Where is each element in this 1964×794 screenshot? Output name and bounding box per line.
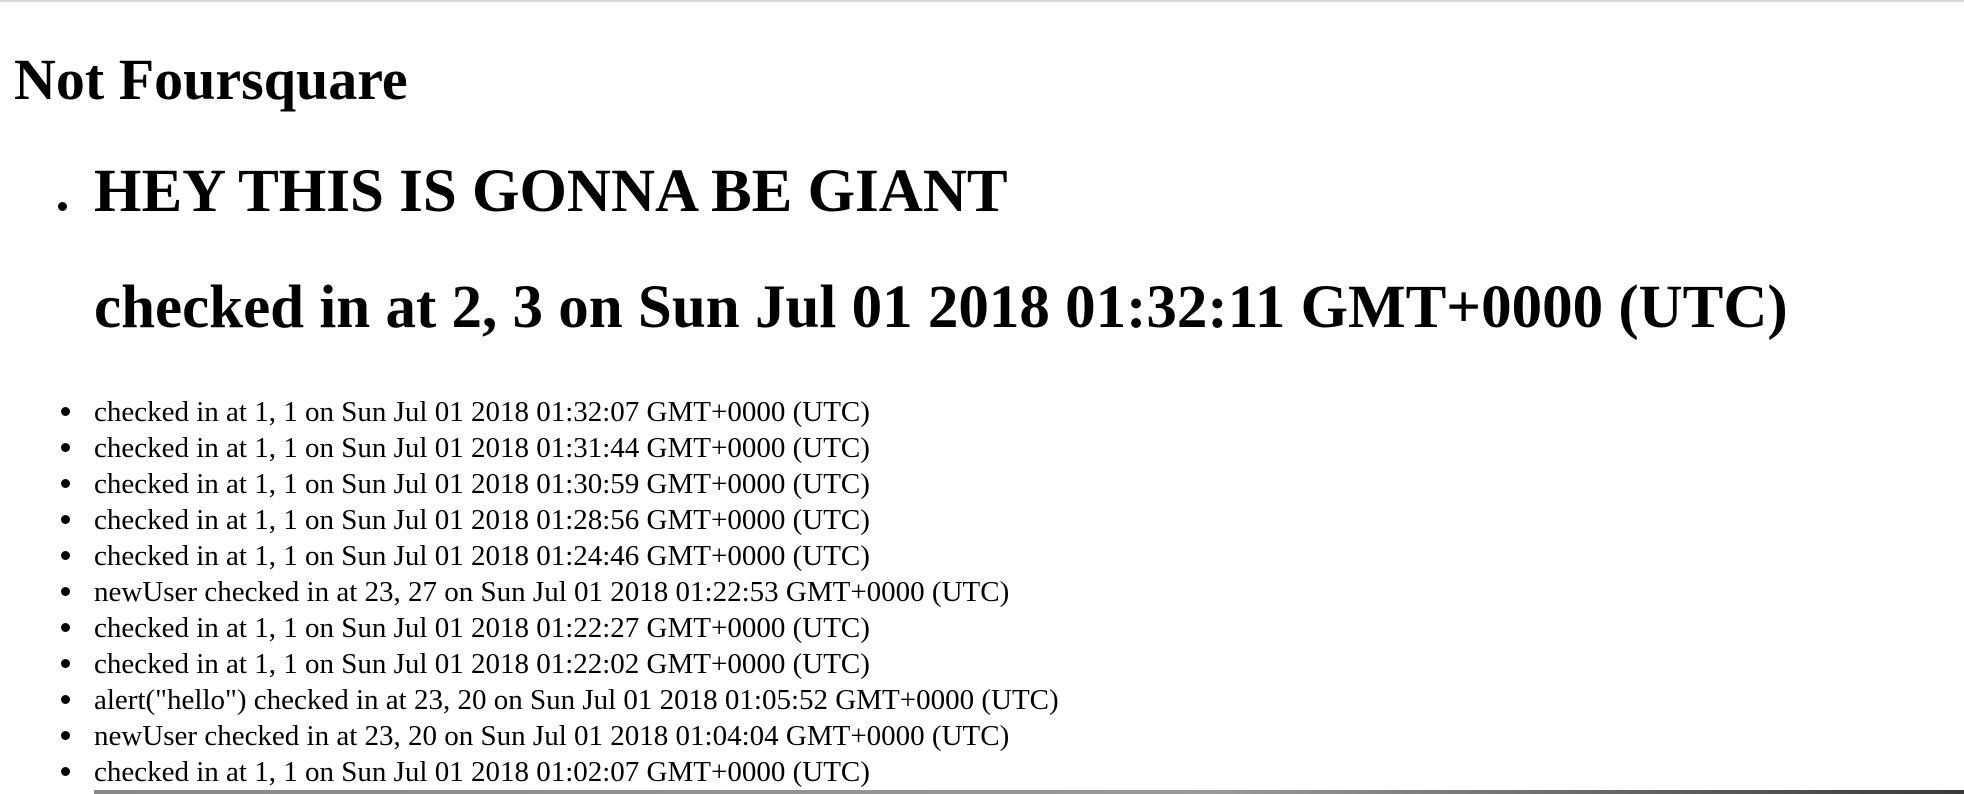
checkin-list-item: checked in at 1, 1 on Sun Jul 01 2018 01… — [0, 466, 1059, 502]
featured-heading: HEY THIS IS GONNA BE GIANT — [94, 158, 1008, 225]
checkin-text: checked in at 1, 1 on Sun Jul 01 2018 01… — [94, 468, 870, 500]
featured-checkin-text: checked in at 2, 3 on Sun Jul 01 2018 01… — [94, 274, 1788, 341]
bullet-icon — [61, 659, 70, 668]
checkin-list-item: checked in at 1, 1 on Sun Jul 01 2018 01… — [0, 394, 1059, 430]
bullet-icon — [61, 551, 70, 560]
checkin-list-item: newUser checked in at 23, 27 on Sun Jul … — [0, 574, 1059, 610]
checkin-text: checked in at 1, 1 on Sun Jul 01 2018 01… — [94, 396, 870, 428]
checkin-text: newUser checked in at 23, 27 on Sun Jul … — [94, 576, 1010, 608]
featured-checkin-list: HEY THIS IS GONNA BE GIANT checked in at… — [0, 156, 1788, 344]
bullet-icon — [61, 695, 70, 704]
bullet-icon — [61, 443, 70, 452]
bullet-icon — [61, 767, 70, 776]
bullet-icon — [58, 202, 67, 211]
checkin-list-item: checked in at 1, 1 on Sun Jul 01 2018 01… — [0, 538, 1059, 574]
bullet-icon — [61, 587, 70, 596]
checkin-text: checked in at 1, 1 on Sun Jul 01 2018 01… — [94, 756, 870, 788]
checkin-text: checked in at 1, 1 on Sun Jul 01 2018 01… — [94, 540, 870, 572]
top-border — [0, 0, 1964, 2]
checkin-text: alert("hello") checked in at 23, 20 on S… — [94, 684, 1059, 716]
checkin-text: newUser checked in at 23, 20 on Sun Jul … — [94, 720, 1010, 752]
bullet-icon — [61, 623, 70, 632]
checkin-list-item: checked in at 1, 1 on Sun Jul 01 2018 01… — [0, 610, 1059, 646]
checkin-list-item: checked in at 1, 1 on Sun Jul 01 2018 01… — [0, 502, 1059, 538]
page-title: Not Foursquare — [14, 47, 408, 112]
checkin-list-item: checked in at 1, 1 on Sun Jul 01 2018 01… — [0, 430, 1059, 466]
checkin-text: checked in at 1, 1 on Sun Jul 01 2018 01… — [94, 612, 870, 644]
checkin-list-item: checked in at 1, 1 on Sun Jul 01 2018 01… — [0, 754, 1059, 790]
featured-checkin-item: HEY THIS IS GONNA BE GIANT checked in at… — [0, 156, 1788, 344]
bottom-scroll-edge — [94, 790, 1964, 794]
bullet-icon — [61, 515, 70, 524]
checkin-text: checked in at 1, 1 on Sun Jul 01 2018 01… — [94, 432, 870, 464]
bullet-icon — [61, 407, 70, 416]
checkin-list: checked in at 1, 1 on Sun Jul 01 2018 01… — [0, 394, 1059, 790]
checkin-list-item: alert("hello") checked in at 23, 20 on S… — [0, 682, 1059, 718]
checkin-list-item: newUser checked in at 23, 20 on Sun Jul … — [0, 718, 1059, 754]
checkin-text: checked in at 1, 1 on Sun Jul 01 2018 01… — [94, 504, 870, 536]
checkin-text: checked in at 1, 1 on Sun Jul 01 2018 01… — [94, 648, 870, 680]
bullet-icon — [61, 479, 70, 488]
bullet-icon — [61, 731, 70, 740]
checkin-list-item: checked in at 1, 1 on Sun Jul 01 2018 01… — [0, 646, 1059, 682]
